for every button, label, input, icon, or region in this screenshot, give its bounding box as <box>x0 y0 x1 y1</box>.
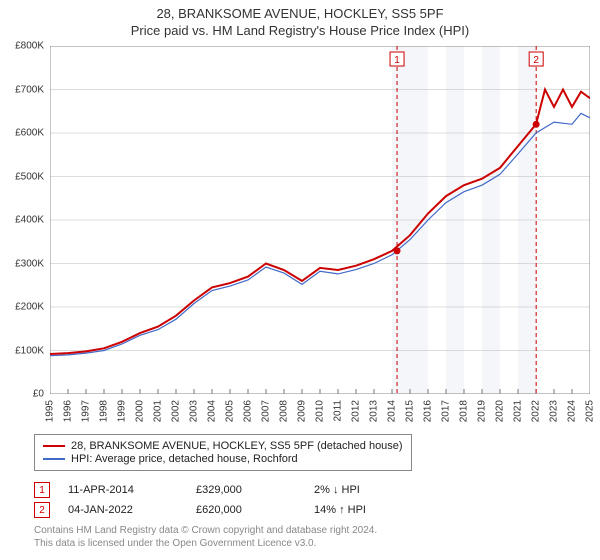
y-tick-label: £500K <box>15 171 44 182</box>
y-tick-label: £400K <box>15 215 44 226</box>
x-tick-label: 2017 <box>441 400 452 422</box>
x-tick-label: 1997 <box>81 400 92 422</box>
x-tick-label: 2018 <box>459 400 470 422</box>
sale-marker-icon: 2 <box>34 502 50 518</box>
sale-delta: 2% ↓ HPI <box>314 484 424 496</box>
x-tick-label: 2011 <box>333 400 344 422</box>
x-axis-labels: 1995199619971998199920002001200220032004… <box>50 396 590 436</box>
x-tick-label: 1998 <box>99 400 110 422</box>
x-tick-label: 2021 <box>513 400 524 422</box>
sale-price: £329,000 <box>196 484 296 496</box>
y-tick-label: £200K <box>15 302 44 313</box>
x-tick-label: 2001 <box>153 400 164 422</box>
legend-swatch <box>43 458 65 460</box>
x-tick-label: 2014 <box>387 400 398 422</box>
attribution-footer: Contains HM Land Registry data © Crown c… <box>34 524 377 550</box>
legend-label: 28, BRANKSOME AVENUE, HOCKLEY, SS5 5PF (… <box>71 440 403 452</box>
x-tick-label: 2005 <box>225 400 236 422</box>
y-tick-label: £100K <box>15 345 44 356</box>
y-tick-label: £800K <box>15 41 44 52</box>
legend-swatch <box>43 445 65 447</box>
sale-row: 1 11-APR-2014 £329,000 2% ↓ HPI <box>34 482 424 498</box>
footer-line-1: Contains HM Land Registry data © Crown c… <box>34 524 377 537</box>
x-tick-label: 1999 <box>117 400 128 422</box>
x-tick-label: 2006 <box>243 400 254 422</box>
chart-subtitle: Price paid vs. HM Land Registry's House … <box>0 23 600 38</box>
chart-container: 28, BRANKSOME AVENUE, HOCKLEY, SS5 5PF P… <box>0 0 600 560</box>
footer-line-2: This data is licensed under the Open Gov… <box>34 537 377 550</box>
legend-item: 28, BRANKSOME AVENUE, HOCKLEY, SS5 5PF (… <box>43 440 403 452</box>
x-tick-label: 2007 <box>261 400 272 422</box>
y-tick-label: £700K <box>15 84 44 95</box>
title-block: 28, BRANKSOME AVENUE, HOCKLEY, SS5 5PF P… <box>0 0 600 38</box>
svg-text:1: 1 <box>394 55 400 66</box>
y-tick-label: £0 <box>33 389 44 400</box>
sale-row: 2 04-JAN-2022 £620,000 14% ↑ HPI <box>34 502 424 518</box>
y-axis-labels: £0£100K£200K£300K£400K£500K£600K£700K£80… <box>0 46 48 394</box>
x-tick-label: 2022 <box>531 400 542 422</box>
x-tick-label: 1995 <box>45 400 56 422</box>
x-tick-label: 2016 <box>423 400 434 422</box>
chart-title: 28, BRANKSOME AVENUE, HOCKLEY, SS5 5PF <box>0 6 600 21</box>
legend-label: HPI: Average price, detached house, Roch… <box>71 453 298 465</box>
legend: 28, BRANKSOME AVENUE, HOCKLEY, SS5 5PF (… <box>34 434 412 471</box>
x-tick-label: 2002 <box>171 400 182 422</box>
x-tick-label: 2015 <box>405 400 416 422</box>
x-tick-label: 2000 <box>135 400 146 422</box>
sale-delta: 14% ↑ HPI <box>314 504 424 516</box>
sale-marker-icon: 1 <box>34 482 50 498</box>
x-tick-label: 2024 <box>567 400 578 422</box>
x-tick-label: 2023 <box>549 400 560 422</box>
svg-text:2: 2 <box>533 55 539 66</box>
x-tick-label: 2010 <box>315 400 326 422</box>
x-tick-label: 2019 <box>477 400 488 422</box>
x-tick-label: 2012 <box>351 400 362 422</box>
line-chart: 12 <box>50 46 590 394</box>
sales-table: 1 11-APR-2014 £329,000 2% ↓ HPI 2 04-JAN-2022… <box>34 478 424 522</box>
chart-area: 12 <box>50 46 590 394</box>
sale-price: £620,000 <box>196 504 296 516</box>
y-tick-label: £600K <box>15 128 44 139</box>
x-tick-label: 2025 <box>585 400 596 422</box>
x-tick-label: 1996 <box>63 400 74 422</box>
y-tick-label: £300K <box>15 258 44 269</box>
x-tick-label: 2020 <box>495 400 506 422</box>
x-tick-label: 2004 <box>207 400 218 422</box>
sale-date: 11-APR-2014 <box>68 484 178 496</box>
x-tick-label: 2008 <box>279 400 290 422</box>
legend-item: HPI: Average price, detached house, Roch… <box>43 453 403 465</box>
sale-date: 04-JAN-2022 <box>68 504 178 516</box>
x-tick-label: 2013 <box>369 400 380 422</box>
x-tick-label: 2003 <box>189 400 200 422</box>
x-tick-label: 2009 <box>297 400 308 422</box>
